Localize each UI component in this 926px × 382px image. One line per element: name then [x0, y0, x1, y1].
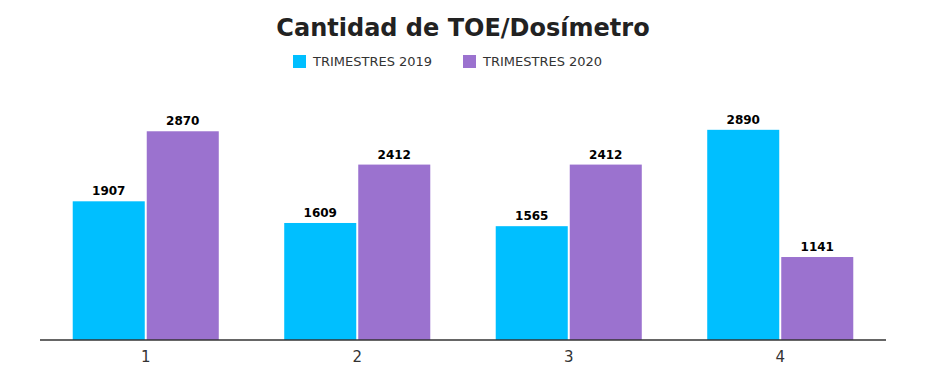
data-labels: 1907 1609 1565 2890 2870 2412 2412 1141 — [92, 113, 834, 254]
bar — [707, 130, 779, 340]
x-tick-label: 3 — [564, 348, 574, 366]
chart-container: Cantidad de TOE/Dosímetro TRIMESTRES 2019… — [0, 0, 926, 382]
data-label: 2412 — [589, 148, 622, 162]
data-label: 2890 — [727, 113, 760, 127]
legend-label: TRIMESTRES 2019 — [312, 54, 432, 69]
data-label: 2870 — [166, 114, 199, 128]
bars — [73, 130, 854, 340]
bar — [570, 165, 642, 340]
bar — [358, 165, 430, 340]
data-label: 1141 — [801, 240, 834, 254]
title: Cantidad de TOE/Dosímetro — [276, 14, 649, 42]
x-tick-label: 2 — [352, 348, 362, 366]
legend-swatch — [463, 55, 476, 68]
x-tick-label: 4 — [775, 348, 785, 366]
x-axis-line — [40, 339, 886, 341]
data-label: 2412 — [378, 148, 411, 162]
bar — [147, 131, 219, 340]
bar — [781, 257, 853, 340]
bar — [496, 226, 568, 340]
chart: Cantidad de TOE/Dosímetro TRIMESTRES 2019… — [0, 0, 926, 382]
data-label: 1565 — [515, 209, 548, 223]
legend: TRIMESTRES 2019 TRIMESTRES 2020 — [293, 54, 602, 69]
x-axis: 1 2 3 4 — [40, 340, 886, 366]
x-tick-label: 1 — [141, 348, 151, 366]
data-label: 1609 — [304, 206, 337, 220]
legend-label: TRIMESTRES 2020 — [482, 54, 602, 69]
data-label: 1907 — [92, 184, 125, 198]
bar — [284, 223, 356, 340]
bar — [73, 201, 145, 340]
legend-swatch — [293, 55, 306, 68]
